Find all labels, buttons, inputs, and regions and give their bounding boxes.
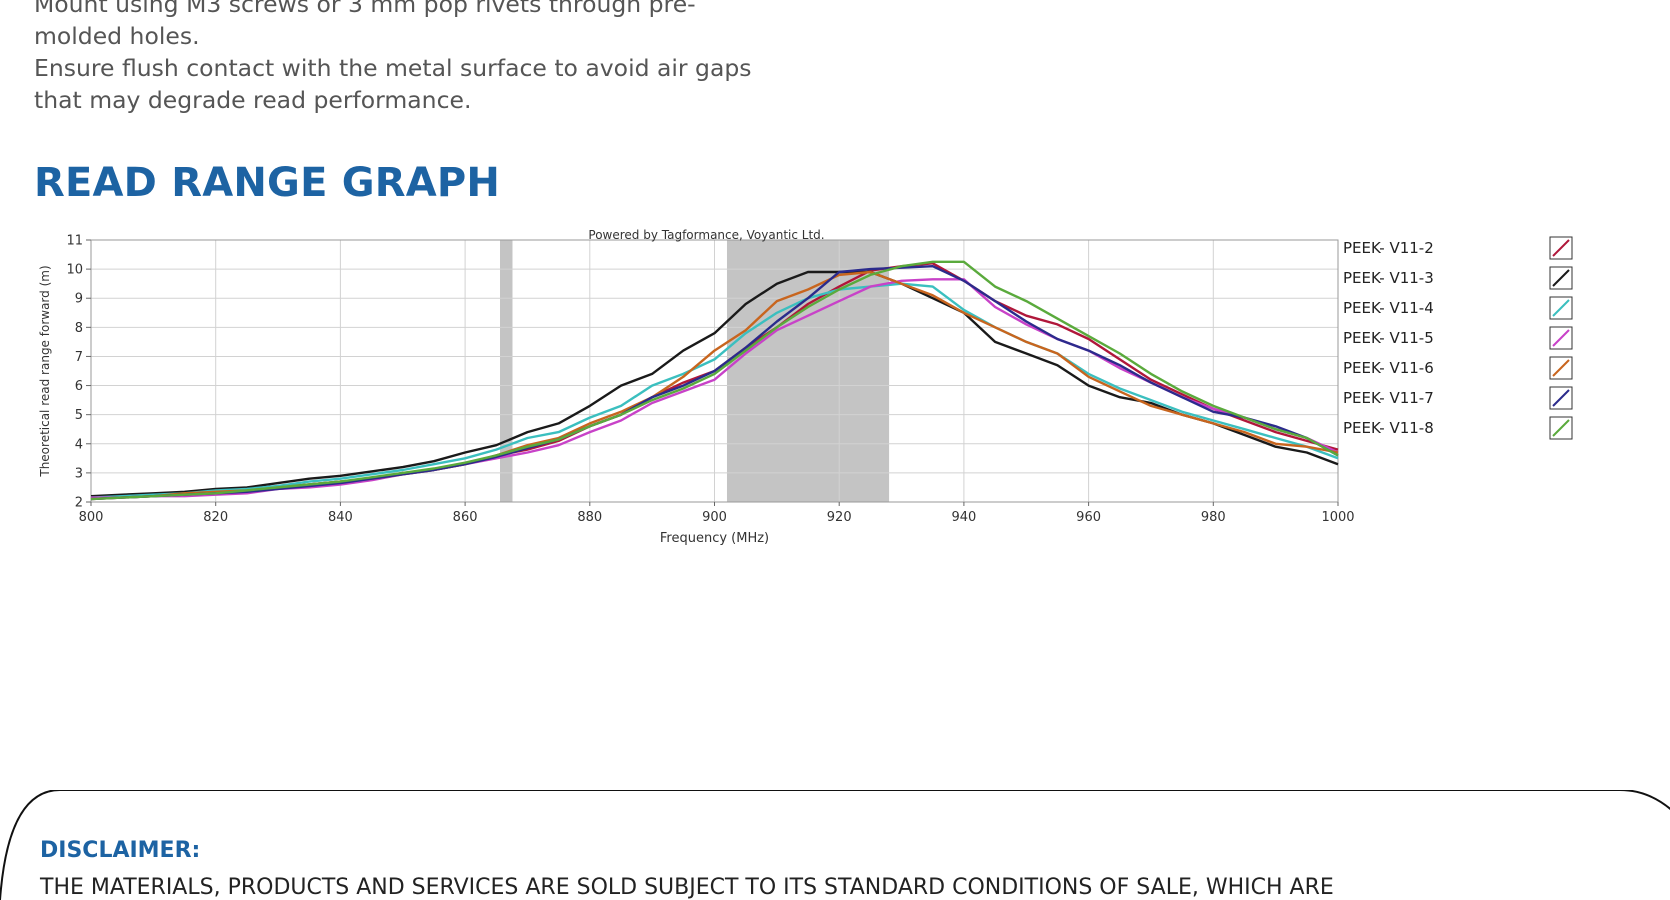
legend-label: PEEK- V11-2 <box>1343 239 1434 257</box>
y-tick-label: 5 <box>75 408 83 423</box>
legend-swatch-line <box>1552 329 1570 347</box>
y-tick-label: 10 <box>66 263 83 278</box>
x-tick-label: 1000 <box>1321 510 1354 525</box>
y-tick-label: 2 <box>75 496 83 511</box>
section-title: READ RANGE GRAPH <box>34 160 501 206</box>
legend-swatch-line <box>1552 359 1570 377</box>
instruction-line: Mount using M3 screws or 3 mm pop rivets… <box>34 0 696 18</box>
instruction-line: Ensure flush contact with the metal surf… <box>34 54 752 82</box>
instruction-line: that may degrade read performance. <box>34 86 472 114</box>
shaded-band <box>726 240 890 502</box>
x-tick-label: 920 <box>827 510 852 525</box>
read-range-chart: 800 820 840 860 880 900 920 940 960 980 1000 2 3 4 5 6 7… <box>38 228 1573 546</box>
disclaimer-title: DISCLAIMER: <box>40 838 201 863</box>
y-tick-label: 7 <box>75 350 83 365</box>
legend-label: PEEK- V11-8 <box>1343 419 1434 437</box>
x-tick-label: 840 <box>328 510 353 525</box>
disclaimer-text: THE MATERIALS, PRODUCTS AND SERVICES ARE… <box>40 875 1334 900</box>
y-tick-label: 6 <box>75 379 83 394</box>
legend-label: PEEK- V11-4 <box>1343 299 1434 317</box>
series-line <box>90 282 1339 499</box>
shaded-band <box>500 240 513 502</box>
legend-swatch-line <box>1552 419 1570 437</box>
y-tick-label: 9 <box>75 292 83 307</box>
legend-label: PEEK- V11-5 <box>1343 329 1434 347</box>
x-tick-label: 980 <box>1201 510 1226 525</box>
legend-label: PEEK- V11-3 <box>1343 269 1434 287</box>
x-tick-label: 940 <box>951 510 976 525</box>
y-tick-label: 11 <box>66 234 83 249</box>
y-axis-label: Theoretical read range forward (m) <box>38 265 52 477</box>
x-tick-label: 800 <box>79 510 104 525</box>
y-tick-label: 4 <box>75 437 83 452</box>
legend-label: PEEK- V11-6 <box>1343 359 1434 377</box>
series-line <box>90 260 1339 501</box>
x-tick-label: 860 <box>453 510 478 525</box>
y-tick-label: 3 <box>75 466 83 481</box>
legend-label: PEEK- V11-7 <box>1343 389 1434 407</box>
x-axis-label: Frequency (MHz) <box>660 531 769 546</box>
x-tick-label: 960 <box>1076 510 1101 525</box>
legend-swatch-line <box>1552 299 1570 317</box>
x-tick-label: 820 <box>203 510 228 525</box>
x-tick-label: 880 <box>577 510 602 525</box>
series-line <box>90 270 1339 498</box>
legend-swatch-line <box>1552 269 1570 287</box>
mounting-instructions: Mount using M3 screws or 3 mm pop rivets… <box>34 0 834 116</box>
disclaimer-frame <box>0 790 1670 900</box>
legend-swatch-line <box>1552 239 1570 257</box>
x-tick-label: 900 <box>702 510 727 525</box>
instruction-line: molded holes. <box>34 22 200 50</box>
series-line <box>90 265 1339 501</box>
legend-swatch-line <box>1552 389 1570 407</box>
chart-credit: Powered by Tagformance, Voyantic Ltd. <box>588 228 824 242</box>
y-tick-label: 8 <box>75 321 83 336</box>
